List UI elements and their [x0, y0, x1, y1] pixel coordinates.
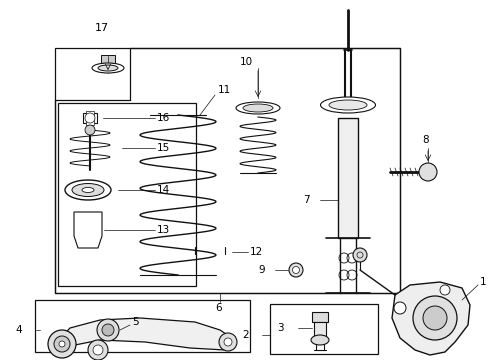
Text: 3: 3 [277, 323, 284, 333]
Circle shape [59, 341, 65, 347]
Text: 4: 4 [15, 325, 22, 335]
Text: 13: 13 [157, 225, 170, 235]
Circle shape [54, 336, 70, 352]
Circle shape [418, 163, 436, 181]
Text: 11: 11 [218, 85, 231, 95]
Text: 2: 2 [242, 330, 248, 340]
Text: 10: 10 [240, 57, 253, 67]
Polygon shape [55, 318, 235, 350]
Polygon shape [74, 212, 102, 248]
Ellipse shape [92, 63, 124, 73]
Bar [269, 304, 377, 354]
Polygon shape [391, 282, 469, 355]
Text: 1: 1 [479, 277, 486, 287]
Ellipse shape [98, 65, 118, 71]
Text: 6: 6 [215, 303, 221, 313]
Circle shape [422, 306, 446, 330]
Text: 8: 8 [421, 135, 428, 145]
Circle shape [439, 285, 449, 295]
Ellipse shape [320, 97, 375, 113]
Circle shape [85, 125, 95, 135]
Bar [35, 300, 249, 352]
Circle shape [48, 330, 76, 358]
Text: 12: 12 [249, 247, 263, 257]
Circle shape [219, 333, 237, 351]
Text: 15: 15 [157, 143, 170, 153]
Circle shape [292, 266, 299, 274]
Bar [58, 103, 196, 286]
Bar [86, 111, 94, 125]
Ellipse shape [310, 335, 328, 345]
Circle shape [97, 319, 119, 341]
Text: 17: 17 [95, 23, 109, 33]
Circle shape [93, 345, 103, 355]
Ellipse shape [65, 180, 111, 200]
Text: 16: 16 [157, 113, 170, 123]
Circle shape [412, 296, 456, 340]
Ellipse shape [328, 100, 366, 110]
Circle shape [85, 113, 95, 123]
Bar [311, 312, 327, 322]
Ellipse shape [243, 104, 272, 112]
Circle shape [352, 248, 366, 262]
Bar [101, 55, 115, 63]
Ellipse shape [82, 188, 94, 193]
Text: 9: 9 [258, 265, 264, 275]
Circle shape [88, 340, 108, 360]
Circle shape [393, 302, 405, 314]
Bar [313, 322, 325, 342]
Text: 14: 14 [157, 185, 170, 195]
Ellipse shape [236, 102, 280, 114]
Bar [337, 118, 357, 238]
Bar [83, 113, 97, 123]
Text: 7: 7 [303, 195, 309, 205]
Circle shape [102, 324, 114, 336]
Text: 5: 5 [132, 317, 138, 327]
Bar [55, 48, 399, 293]
Circle shape [288, 263, 303, 277]
Ellipse shape [72, 184, 104, 197]
Circle shape [224, 338, 231, 346]
